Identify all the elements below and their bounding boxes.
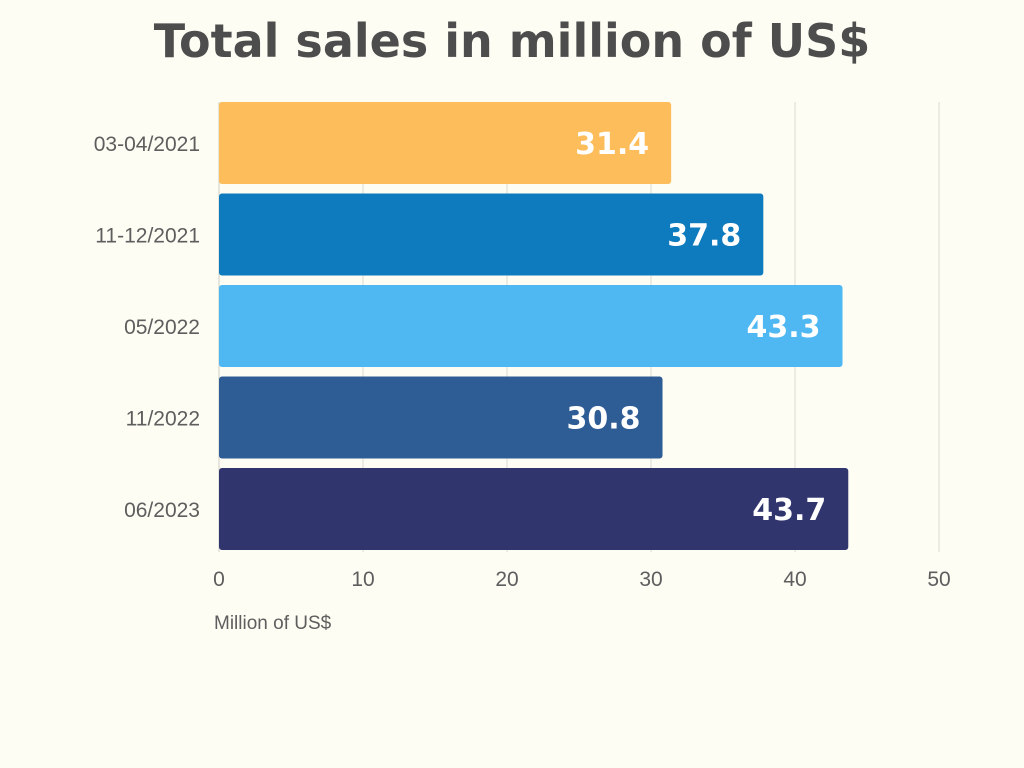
bar (219, 376, 663, 459)
category-label: 05/2022 (124, 316, 200, 339)
category-label: 03-04/2021 (94, 133, 200, 156)
bar (219, 102, 672, 184)
category-label: 06/2023 (124, 499, 200, 522)
category-label: 11-12/2021 (95, 225, 200, 248)
bar-value-label: 31.4 (575, 127, 649, 162)
bar (219, 193, 764, 276)
category-label: 11/2022 (126, 408, 200, 431)
x-tick-label: 10 (351, 568, 374, 591)
x-tick-label: 0 (213, 568, 225, 591)
x-axis-title: Million of US$ (214, 613, 332, 634)
x-tick-label: 40 (783, 568, 806, 591)
bar (219, 468, 849, 550)
labels-layer: 0 10 20 30 40 50 31.4 03-04/2021 37.8 11-12/2021 4… (94, 127, 951, 591)
x-tick-label: 50 (927, 568, 950, 591)
bar-value-label: 43.3 (746, 310, 820, 345)
bars-layer (219, 102, 849, 550)
x-tick-label: 30 (639, 568, 662, 591)
bar-value-label: 43.7 (752, 493, 826, 528)
bar-value-label: 37.8 (667, 219, 741, 254)
bar-value-label: 30.8 (566, 402, 640, 437)
bar (219, 285, 843, 367)
chart-title: Total sales in million of US$ (153, 14, 871, 68)
x-tick-label: 20 (495, 568, 518, 591)
